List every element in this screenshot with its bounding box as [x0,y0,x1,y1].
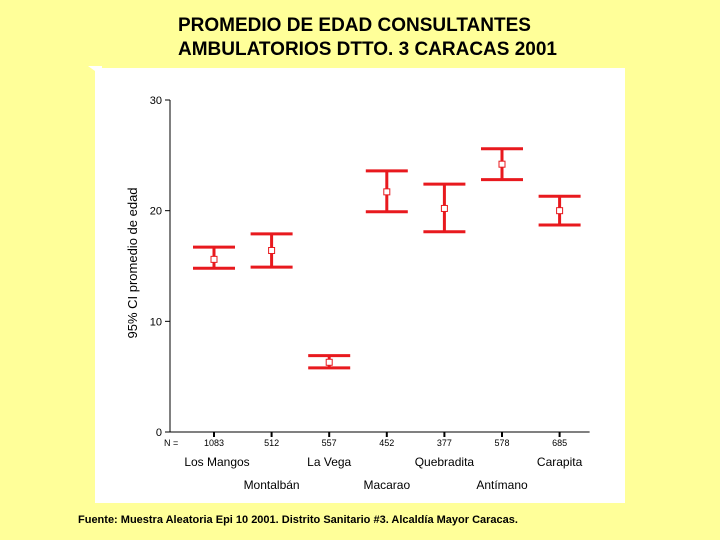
category-label: Los Mangos [184,455,249,469]
chart-marks [193,147,581,370]
category-label: Quebradita [415,455,475,469]
chart-axes: 0 10 20 30 N = 1083 Los Mangos 512 Montalbán 557 L… [150,95,590,492]
category-label: Carapita [537,455,583,469]
chart-panel [95,68,625,503]
chart-title-line-2: AMBULATORIOS DTTO. 3 CARACAS 2001 [178,39,557,60]
chart-title: PROMEDIO DE EDAD CONSULTANTES AMBULATORI… [178,14,638,62]
category-label: Montalbán [244,478,300,492]
n-value-label: 685 [552,438,567,448]
y-tick-label: 10 [150,316,162,328]
mean-marker [498,160,506,168]
category-label: Macarao [363,478,410,492]
mean-marker [210,255,218,263]
n-value-label: 578 [494,438,509,448]
source-footnote: Fuente: Muestra Aleatoria Epi 10 2001. D… [78,514,518,526]
n-value-label: 1083 [204,438,224,448]
n-value-label: 512 [264,438,279,448]
mean-marker [325,358,333,366]
category-label: La Vega [307,455,351,469]
n-value-label: 377 [437,438,452,448]
n-value-label: 452 [379,438,394,448]
mean-marker [268,247,276,255]
mean-marker [556,207,564,215]
mean-marker [383,188,391,196]
y-axis-label: 95% CI promedio de edad [125,187,140,338]
y-tick-label: 20 [150,206,162,218]
y-tick-label: 30 [150,95,162,107]
n-prefix-label: N = [164,438,178,448]
chart-title-line-1: PROMEDIO DE EDAD CONSULTANTES [178,15,531,36]
n-value-label: 557 [322,438,337,448]
y-tick-label: 0 [156,427,162,439]
category-label: Antímano [476,478,528,492]
mean-marker [440,204,448,212]
